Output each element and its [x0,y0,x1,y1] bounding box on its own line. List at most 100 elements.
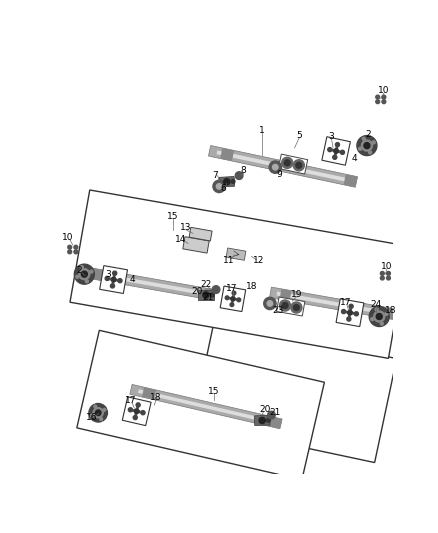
Bar [254,415,270,425]
Bar [128,408,145,415]
Text: 20: 20 [191,287,202,296]
Bar [226,248,246,260]
Circle shape [213,180,225,192]
Text: 10: 10 [378,86,390,95]
Circle shape [136,403,140,407]
Bar [269,287,396,320]
Text: 9: 9 [276,169,282,179]
Circle shape [232,291,236,295]
Bar [100,265,127,294]
Circle shape [333,155,337,159]
Circle shape [376,95,380,99]
Circle shape [133,416,137,419]
Circle shape [382,100,386,103]
Bar [333,142,339,159]
Bar [220,286,246,312]
Text: 2: 2 [76,266,82,275]
Circle shape [349,304,353,308]
Circle shape [284,160,290,166]
Circle shape [79,269,90,280]
Circle shape [212,286,220,294]
Bar [122,397,151,426]
Text: 13: 13 [180,223,191,232]
Circle shape [364,142,370,149]
Circle shape [293,160,304,171]
Text: 15: 15 [167,212,179,221]
Text: 19: 19 [291,290,303,298]
Bar [347,304,353,321]
Circle shape [380,276,384,280]
Text: 10: 10 [381,262,393,271]
Text: 5: 5 [296,131,302,140]
Circle shape [231,180,235,183]
Circle shape [269,161,282,173]
Circle shape [68,250,72,254]
Circle shape [141,410,145,415]
Circle shape [134,409,139,414]
Text: 12: 12 [254,256,265,265]
Bar [105,277,122,282]
Bar [203,288,215,301]
Circle shape [387,271,390,276]
Circle shape [266,418,270,422]
Bar [276,297,305,316]
Text: 7: 7 [212,171,218,180]
Circle shape [259,417,265,424]
Circle shape [235,172,243,180]
Bar [219,176,235,187]
Circle shape [74,264,94,284]
Circle shape [91,414,93,417]
Circle shape [74,245,78,249]
Circle shape [342,310,346,313]
Bar [343,174,357,187]
Circle shape [94,405,97,408]
Circle shape [267,301,273,306]
Bar [268,416,282,429]
Circle shape [231,297,235,301]
Circle shape [380,271,384,276]
Bar [216,150,350,182]
Text: 21: 21 [270,408,281,417]
Circle shape [282,157,293,168]
Circle shape [264,297,276,310]
Circle shape [296,163,302,168]
Circle shape [369,306,389,327]
Polygon shape [192,320,397,463]
Text: 20: 20 [260,405,271,414]
Bar [279,289,291,301]
Text: 11: 11 [223,256,235,265]
Text: 17: 17 [340,298,352,307]
Circle shape [293,304,299,310]
Bar [342,310,358,316]
Circle shape [118,279,122,282]
Circle shape [76,275,79,278]
Text: 18: 18 [385,306,396,315]
Bar [230,291,236,306]
Text: 8: 8 [241,166,247,175]
Bar [183,237,209,253]
Circle shape [361,140,372,151]
Circle shape [230,303,234,306]
Bar [336,299,364,327]
Text: 15: 15 [208,387,219,395]
Circle shape [376,313,382,319]
Circle shape [272,164,278,170]
Bar [208,146,357,187]
Circle shape [74,250,78,254]
Circle shape [279,300,290,311]
Circle shape [282,303,288,309]
Circle shape [359,147,362,150]
Circle shape [268,411,276,419]
Bar [198,290,214,300]
Circle shape [385,312,388,316]
Bar [322,137,350,165]
Circle shape [90,270,93,273]
Circle shape [372,141,375,144]
Bar [328,148,345,154]
Text: 23: 23 [272,306,283,315]
Circle shape [81,271,87,277]
Circle shape [203,292,209,298]
Circle shape [376,100,380,103]
Bar [276,292,390,315]
Circle shape [354,312,358,316]
